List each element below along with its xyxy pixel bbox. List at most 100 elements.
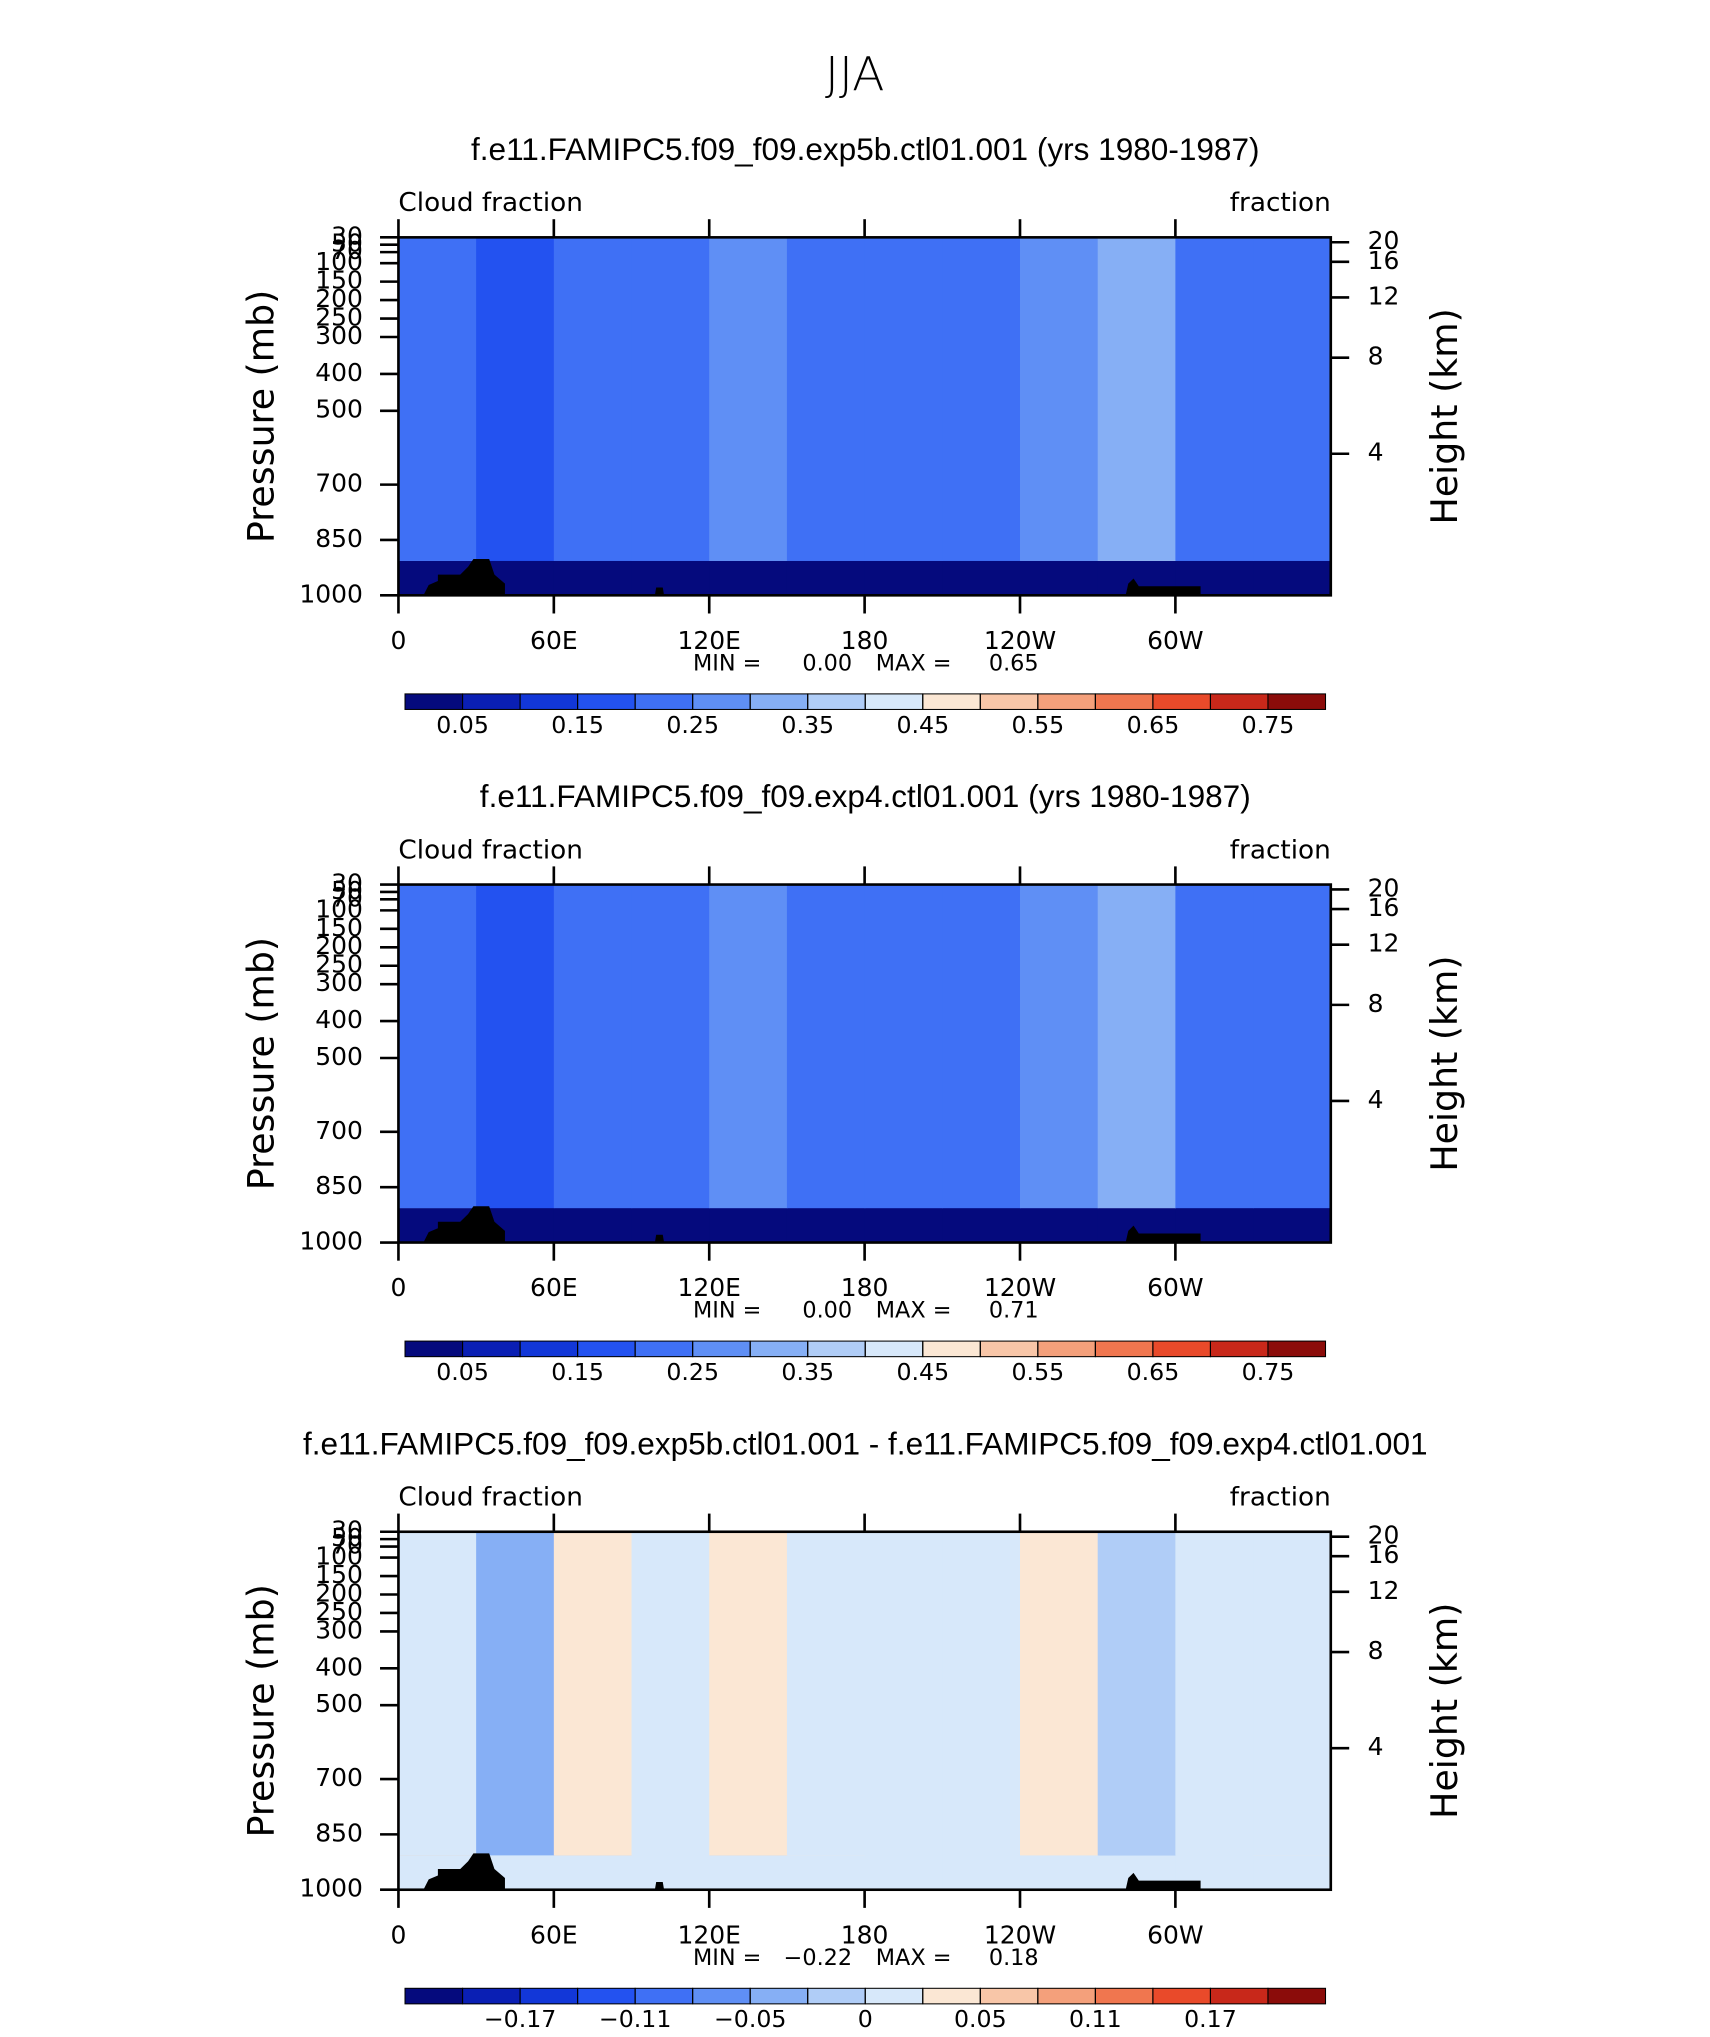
- min-value: −0.22: [784, 1945, 852, 1971]
- y-tick-label: 250: [315, 303, 363, 332]
- y-tick-label: 500: [315, 395, 363, 424]
- x-tick-label: 60W: [1147, 1921, 1203, 1950]
- y-tick-label: 850: [315, 524, 363, 553]
- colorbar-tick-label: 0.55: [1012, 711, 1065, 739]
- colorbar-tick-label: 0.65: [1127, 1358, 1180, 1386]
- colorbar-tick-label: 0.65: [1127, 711, 1180, 739]
- y-tick-label: 500: [315, 1689, 363, 1718]
- y-tick-label: 150: [315, 1560, 363, 1589]
- max-value: 0.65: [989, 651, 1039, 677]
- colorbar-box: [922, 1987, 981, 2005]
- y-tick-label: 70: [331, 1531, 363, 1560]
- contour-cell: [398, 1531, 477, 1856]
- y2-tick-label: 12: [1368, 1576, 1400, 1605]
- y-axis-label: Pressure (mb): [239, 1584, 282, 1837]
- colorbar-box: [1209, 1987, 1269, 2005]
- colorbar-box: [922, 1340, 981, 1358]
- figure-title: JJA: [825, 48, 884, 103]
- y-tick-label: 200: [315, 931, 363, 960]
- colorbar-box: [577, 693, 636, 710]
- colorbar-tick-label: −0.17: [484, 2005, 557, 2033]
- y2-axis-label: Height (km): [1423, 955, 1466, 1171]
- y-tick-label: 100: [315, 894, 363, 923]
- y2-tick-label: 20: [1368, 226, 1400, 255]
- y2-tick-label: 20: [1368, 874, 1400, 903]
- colorbar-tick-label: −0.11: [599, 2005, 672, 2033]
- colorbar-tick-label: 0: [858, 2005, 873, 2033]
- colorbar-box: [979, 693, 1039, 710]
- y-tick-label: 30: [331, 221, 363, 250]
- panel: f.e11.FAMIPC5.f09_f09.exp5b.ctl01.001 (y…: [239, 132, 1466, 739]
- colorbar-box: [1037, 1340, 1096, 1358]
- contour-cell: [1097, 884, 1177, 1209]
- y-tick-label: 300: [315, 968, 363, 997]
- colorbar-box: [1209, 693, 1269, 710]
- colorbar-tick-label: 0.75: [1242, 1358, 1295, 1386]
- y-tick-label: 200: [315, 1579, 363, 1608]
- contour-cell: [476, 1531, 555, 1856]
- min-label: MIN =: [693, 651, 761, 677]
- colorbar-box: [1267, 693, 1327, 710]
- left-label: Cloud fraction: [398, 188, 582, 218]
- y-tick-label: 50: [331, 1523, 363, 1552]
- y-tick-label: 850: [315, 1818, 363, 1847]
- colorbar-tick-label: 0.45: [896, 711, 949, 739]
- x-tick-label: 120E: [678, 1921, 741, 1950]
- right-label: fraction: [1230, 835, 1331, 865]
- contour-cell: [398, 237, 477, 561]
- figure-body: JJA f.e11.FAMIPC5.f09_f09.exp5b.ctl01.00…: [239, 48, 1466, 2034]
- x-tick-label: 120W: [984, 626, 1056, 655]
- land-mask: [423, 1206, 505, 1243]
- contour-cell: [631, 1531, 710, 1856]
- y-axis-label: Pressure (mb): [239, 290, 282, 543]
- x-tick-label: 180: [841, 626, 889, 655]
- contour-cell: [1175, 884, 1254, 1209]
- y-axis-label: Pressure (mb): [239, 937, 282, 1190]
- colorbar-box: [864, 1987, 924, 2005]
- colorbar-box: [864, 693, 924, 710]
- y-tick-label: 50: [331, 876, 363, 905]
- land-mask: [654, 1234, 665, 1243]
- colorbar-box: [1037, 1987, 1096, 2005]
- colorbar-box: [1094, 1340, 1154, 1358]
- min-value: 0.00: [802, 1298, 852, 1324]
- contour-cell: [553, 884, 633, 1209]
- colorbar-box: [692, 1340, 751, 1358]
- colorbar-box: [807, 693, 866, 710]
- contour-cell: [476, 237, 555, 561]
- colorbar-box: [864, 1340, 924, 1358]
- x-tick-label: 180: [841, 1921, 889, 1950]
- colorbar-box: [1094, 693, 1154, 710]
- contour-cell: [631, 884, 710, 1209]
- right-label: fraction: [1230, 188, 1331, 218]
- colorbar-box: [634, 1987, 694, 2005]
- colorbar-tick-label: 0.55: [1012, 1358, 1065, 1386]
- y2-axis-label: Height (km): [1423, 308, 1466, 524]
- colorbar-tick-label: 0.11: [1069, 2005, 1122, 2033]
- colorbar-box: [979, 1340, 1039, 1358]
- colorbar-box: [1094, 1987, 1154, 2005]
- colorbar-box: [1267, 1987, 1327, 2005]
- contour-cell: [942, 1531, 1021, 1856]
- colorbar-box: [692, 1987, 751, 2005]
- colorbar-tick-label: 0.35: [781, 711, 834, 739]
- y-tick-label: 250: [315, 950, 363, 979]
- land-mask: [1125, 1225, 1201, 1243]
- y2-tick-label: 12: [1368, 282, 1400, 311]
- colorbar-tick-label: 0.05: [436, 1358, 489, 1386]
- land-mask: [423, 559, 505, 596]
- min-value: 0.00: [802, 651, 852, 677]
- colorbar-box: [749, 693, 809, 710]
- contour-cell: [786, 237, 866, 561]
- contour-cell: [1020, 237, 1099, 561]
- x-tick-label: 60W: [1147, 626, 1203, 655]
- land-mask: [1125, 578, 1201, 596]
- y2-tick-label: 8: [1368, 1636, 1384, 1665]
- y-tick-label: 700: [315, 1116, 363, 1145]
- right-label: fraction: [1230, 1483, 1331, 1513]
- colorbar-box: [1267, 1340, 1327, 1358]
- panel: f.e11.FAMIPC5.f09_f09.exp4.ctl01.001 (yr…: [239, 779, 1466, 1386]
- colorbar-box: [634, 1340, 694, 1358]
- min-label: MIN =: [693, 1945, 761, 1971]
- colorbar-box: [979, 1987, 1039, 2005]
